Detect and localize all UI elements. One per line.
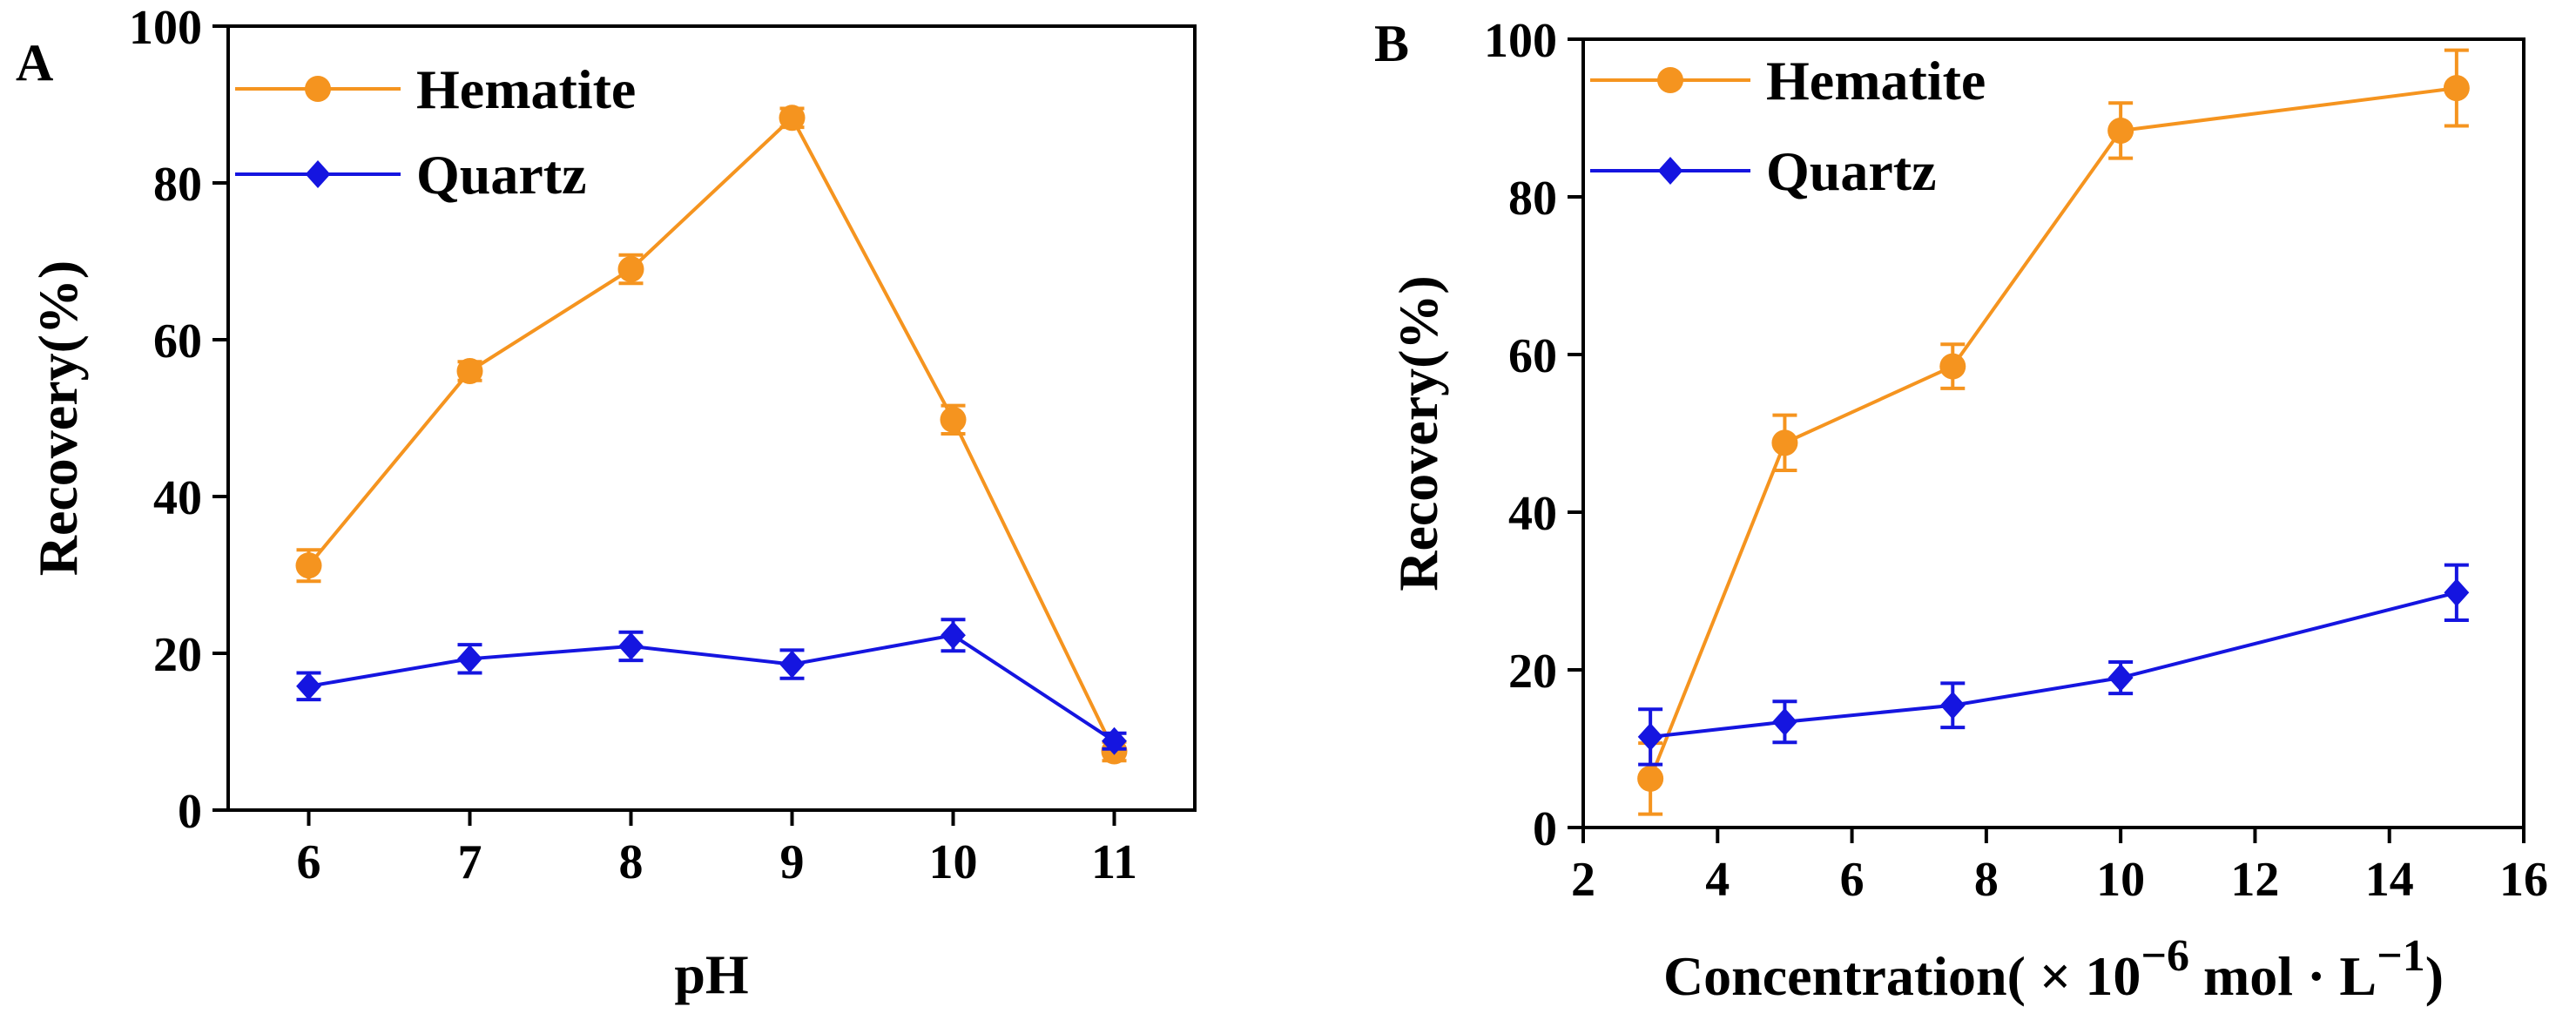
panel-b-hematite-point	[1771, 429, 1798, 456]
panel-b-legend-hematite-marker	[1657, 67, 1683, 93]
panel-a-y-tick-label: 80	[153, 158, 202, 212]
panel-b-x-tick-label: 2	[1571, 853, 1595, 907]
panel-a-quartz-point	[457, 645, 482, 673]
panel-a-y-axis-title: Recovery(%)	[27, 260, 89, 576]
panel-b-plot-frame	[1581, 37, 2525, 829]
panel-a-hematite-point	[456, 358, 483, 384]
panel-a-y-tick-label: 20	[153, 628, 202, 682]
panel-a-hematite-line	[307, 115, 1116, 753]
panel-b-quartz-line	[1649, 591, 2458, 739]
panel-a-y-tick-label: 100	[129, 1, 202, 55]
panel-b-hematite-point	[1939, 353, 1966, 380]
panel-a-letter: A	[16, 34, 53, 91]
chart-panel-a: 6 7 8 9 10 11 0 20 40 60 80 100 Recovery(%) pH Hematit…	[27, 1, 1197, 1005]
panel-a-legend-hematite-label: Hematite	[416, 58, 636, 120]
panel-a-plot-frame	[226, 24, 1197, 812]
panel-a-y-tick-label: 0	[178, 785, 202, 839]
panel-a-y-tick-label: 40	[153, 471, 202, 525]
panel-a-hematite-point	[295, 552, 322, 579]
panel-a-quartz-point	[779, 650, 805, 679]
panel-b-x-tick-label: 4	[1705, 853, 1730, 907]
panel-a-hematite-point	[940, 406, 967, 433]
panel-b-y-axis-title: Recovery(%)	[1387, 275, 1449, 591]
panel-a-x-tick-label: 9	[780, 835, 805, 889]
chart-panel-b: 2 4 6 8 10 12 14 16 0 20 40 60 80 100 Recovery(%) Conce…	[1387, 14, 2548, 1007]
panel-a-y-tick-label: 60	[153, 314, 202, 368]
panel-a-legend-quartz-label: Quartz	[416, 144, 587, 206]
panel-b-legend-quartz-marker	[1657, 157, 1683, 185]
panel-b-hematite-point	[2107, 117, 2134, 144]
panel-b-letter: B	[1374, 15, 1409, 72]
panel-b-x-tick-label: 12	[2230, 853, 2279, 907]
panel-b-y-tick-label: 0	[1533, 802, 1557, 856]
panel-a-quartz-point	[296, 672, 321, 700]
panel-b-x-tick-label: 14	[2365, 853, 2414, 907]
panel-b-y-tick-label: 100	[1484, 14, 1557, 68]
panel-a-x-axis-title: pH	[674, 943, 748, 1005]
panel-a-hematite-point	[617, 256, 644, 282]
panel-a-quartz-point	[941, 621, 966, 650]
panel-b-hematite-point	[2443, 75, 2470, 102]
panel-b-x-axis-title: Concentration( × 10−6 mol · L−1)	[1663, 931, 2444, 1008]
panel-a-x-tick-label: 7	[458, 835, 482, 889]
panel-a-legend-hematite-marker	[305, 76, 331, 102]
panel-b-quartz-point	[1637, 722, 1663, 751]
panel-b-hematite-point	[1637, 765, 1664, 792]
panel-b-legend-hematite-label: Hematite	[1766, 50, 1986, 111]
panel-a-hematite-point	[779, 105, 806, 132]
panel-b-quartz-point	[1939, 691, 1966, 720]
panel-b-legend-quartz-label: Quartz	[1766, 140, 1937, 202]
panel-a-quartz-point	[1102, 726, 1127, 755]
panel-a-quartz-point	[618, 632, 644, 660]
panel-a-x-tick-label: 11	[1091, 835, 1137, 889]
panel-a-legend-quartz-marker	[305, 160, 331, 188]
panel-b-x-tick-label: 8	[1974, 853, 1999, 907]
panel-b-y-tick-label: 20	[1508, 645, 1557, 699]
panel-b-x-tick-label: 6	[1840, 853, 1865, 907]
panel-b-x-tick-label: 10	[2096, 853, 2145, 907]
panel-b-quartz-point	[2444, 578, 2470, 607]
panel-b-y-tick-label: 40	[1508, 487, 1557, 541]
panel-b-quartz-point	[2107, 664, 2134, 693]
panel-b-y-tick-label: 80	[1508, 172, 1557, 226]
panel-a-x-tick-label: 6	[297, 835, 321, 889]
panel-b-quartz-point	[1772, 707, 1797, 736]
panel-a-x-tick-label: 10	[929, 835, 978, 889]
panel-a-quartz-line	[308, 633, 1116, 743]
panel-b-x-tick-label: 16	[2499, 853, 2548, 907]
panel-b-y-tick-label: 60	[1508, 329, 1557, 383]
panel-a-x-tick-label: 8	[619, 835, 644, 889]
